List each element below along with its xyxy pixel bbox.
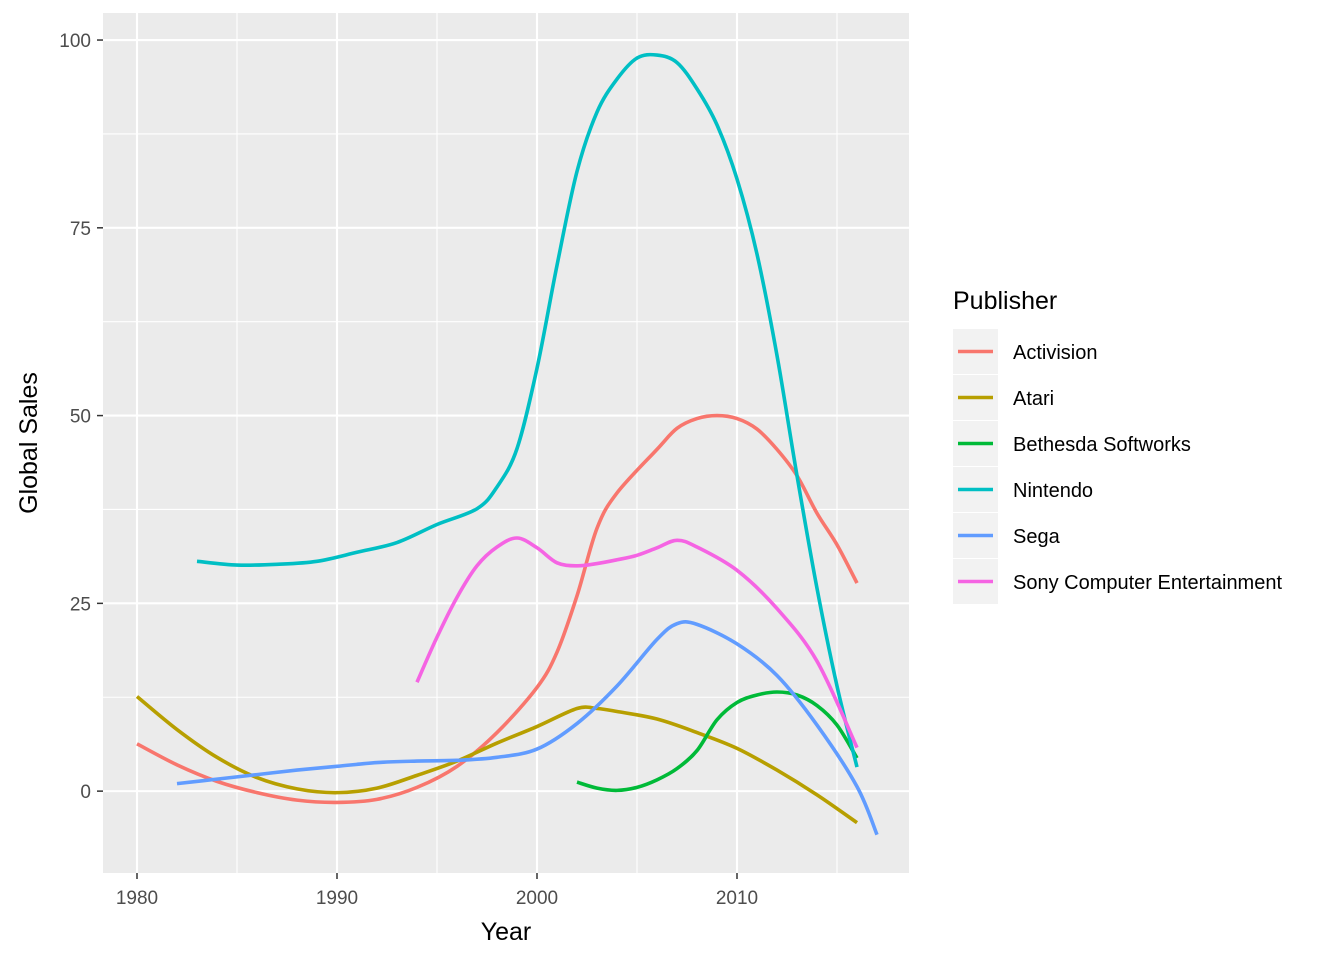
series-line-sony-computer-entertainment bbox=[415, 536, 859, 749]
y-tick-label: 75 bbox=[70, 219, 91, 240]
series-line-activision bbox=[136, 413, 859, 805]
x-axis-title: Year bbox=[481, 918, 532, 946]
legend-label-nintendo: Nintendo bbox=[1013, 480, 1093, 502]
x-tick-label: 2000 bbox=[516, 888, 558, 909]
legend-label-sega: Sega bbox=[1013, 526, 1061, 548]
series-line-bethesda-softworks bbox=[576, 690, 859, 793]
y-axis-title: Global Sales bbox=[15, 372, 43, 514]
legend-title: Publisher bbox=[953, 287, 1057, 315]
x-axis: 1980 1990 2000 2010 bbox=[116, 873, 758, 909]
y-tick-label: 0 bbox=[80, 782, 91, 803]
legend: Publisher Activision Atari Bethesda Softwo… bbox=[953, 287, 1282, 604]
legend-label-sony-computer-entertainment: Sony Computer Entertainment bbox=[1013, 572, 1282, 594]
legend-label-activision: Activision bbox=[1013, 342, 1097, 364]
x-tick-label: 1980 bbox=[116, 888, 158, 909]
y-axis: 0 25 50 75 100 bbox=[59, 31, 103, 803]
minor-gridlines bbox=[103, 13, 909, 873]
series-lines bbox=[135, 52, 879, 836]
plot-panel bbox=[103, 13, 909, 873]
legend-label-bethesda-softworks: Bethesda Softworks bbox=[1013, 434, 1191, 456]
series-line-sega bbox=[176, 620, 879, 836]
y-tick-label: 50 bbox=[70, 407, 91, 428]
series-line-atari bbox=[135, 695, 859, 825]
x-tick-label: 2010 bbox=[716, 888, 758, 909]
legend-label-atari: Atari bbox=[1013, 388, 1054, 410]
x-tick-label: 1990 bbox=[316, 888, 358, 909]
series-line-nintendo bbox=[196, 52, 859, 768]
y-tick-label: 25 bbox=[70, 594, 91, 615]
y-tick-label: 100 bbox=[59, 31, 91, 52]
